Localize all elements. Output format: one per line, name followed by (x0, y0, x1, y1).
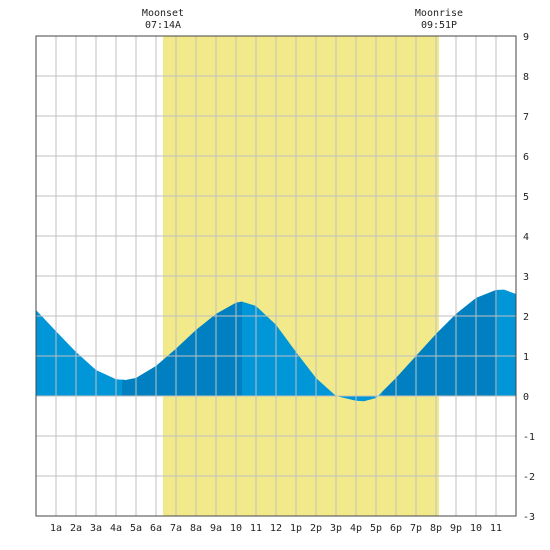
x-tick-label: 8a (190, 523, 202, 534)
tide-area-dark-segment-1 (122, 301, 242, 396)
y-tick-label: 9 (523, 32, 529, 43)
y-tick-label: -3 (523, 512, 535, 523)
y-tick-label: 6 (523, 152, 529, 163)
plot-frame (35, 35, 517, 517)
y-tick-label: -1 (523, 432, 535, 443)
x-tick-label: 7a (170, 523, 182, 534)
x-tick-label: 1p (290, 523, 302, 534)
x-tick-label: 6p (390, 523, 402, 534)
x-tick-label: 10 (470, 523, 482, 534)
y-tick-label: 7 (523, 112, 529, 123)
x-tick-label: 1a (50, 523, 62, 534)
x-tick-label: 2a (70, 523, 82, 534)
x-tick-label: 12 (270, 523, 282, 534)
x-tick-label: 4a (110, 523, 122, 534)
y-tick-label: 4 (523, 232, 529, 243)
x-tick-label: 5a (130, 523, 142, 534)
y-tick-label: 2 (523, 312, 529, 323)
y-tick-label: 5 (523, 192, 529, 203)
x-tick-label: 11 (490, 523, 502, 534)
x-tick-label: 5p (370, 523, 382, 534)
x-tick-label: 9p (450, 523, 462, 534)
x-tick-label: 3p (330, 523, 342, 534)
moon-annotation-time: 09:51P (421, 20, 457, 31)
x-tick-label: 3a (90, 523, 102, 534)
x-tick-label: 6a (150, 523, 162, 534)
x-tick-label: 10 (230, 523, 242, 534)
x-tick-label: 9a (210, 523, 222, 534)
x-tick-label: 8p (430, 523, 442, 534)
y-tick-label: -2 (523, 472, 535, 483)
x-tick-label: 2p (310, 523, 322, 534)
moon-annotation-time: 07:14A (145, 20, 181, 31)
moon-annotation-title: Moonrise (415, 8, 463, 19)
moon-annotation-title: Moonset (142, 8, 184, 19)
x-tick-label: 11 (250, 523, 262, 534)
y-tick-label: 0 (523, 392, 529, 403)
x-tick-label: 7p (410, 523, 422, 534)
y-tick-label: 8 (523, 72, 529, 83)
x-tick-label: 4p (350, 523, 362, 534)
y-tick-label: 3 (523, 272, 529, 283)
y-tick-label: 1 (523, 352, 529, 363)
